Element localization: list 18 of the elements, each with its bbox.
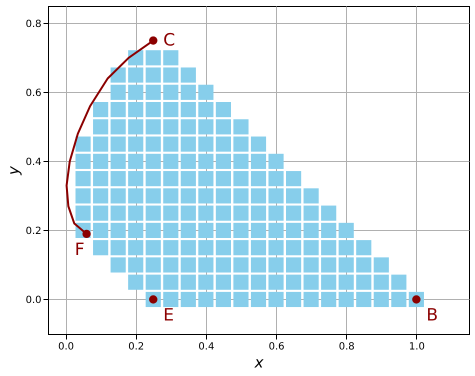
y-tick-label: 0.0	[26, 294, 42, 306]
y-tick-label: 0.4	[26, 156, 42, 168]
annotation: B	[426, 305, 438, 326]
y-axis-title: y	[4, 164, 23, 176]
x-tick-label: 0.6	[268, 342, 284, 352]
annotation: C	[163, 30, 176, 51]
x-axis-title: x	[254, 354, 264, 372]
y-tick-label: 0.2	[26, 226, 42, 237]
x-tick-label: 1.0	[408, 342, 425, 352]
point	[149, 36, 158, 45]
y-tick-label: 0.6	[26, 88, 42, 99]
x-tick-label: 0.8	[338, 342, 355, 352]
annotation: F	[74, 240, 85, 260]
x-tick-label: 0.4	[198, 342, 214, 352]
y-tick-label: 0.8	[26, 18, 42, 30]
annotation: E	[163, 305, 174, 326]
x-tick-label: 0.2	[128, 342, 144, 352]
x-tick-label: 0.0	[58, 342, 74, 352]
